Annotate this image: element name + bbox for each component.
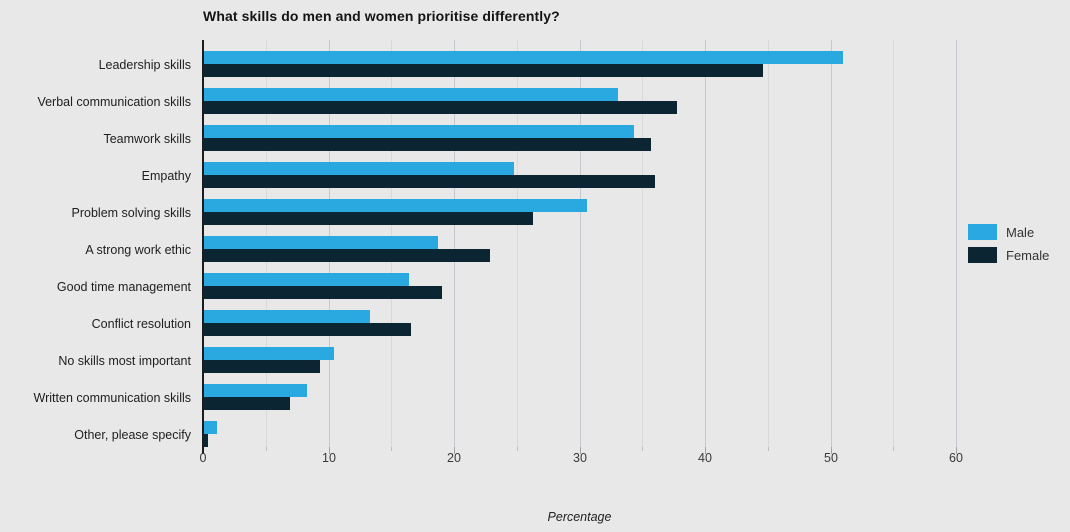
category-label: Leadership skills bbox=[98, 58, 191, 72]
bar-female-8 bbox=[203, 360, 320, 373]
bar-female-0 bbox=[203, 64, 763, 77]
category-label: Empathy bbox=[141, 169, 191, 183]
bar-female-4 bbox=[203, 212, 534, 225]
minor-gridline bbox=[517, 40, 518, 447]
category-label: Teamwork skills bbox=[103, 132, 191, 146]
category-label: Written communication skills bbox=[33, 391, 191, 405]
minor-gridline bbox=[768, 40, 769, 447]
major-gridline bbox=[705, 40, 706, 447]
legend: Male Female bbox=[968, 224, 1049, 270]
legend-label-female: Female bbox=[1006, 247, 1050, 263]
x-major-tick bbox=[580, 447, 581, 454]
x-major-tick bbox=[329, 447, 330, 454]
legend-item-male[interactable]: Male bbox=[968, 224, 1049, 240]
x-tick-label: 60 bbox=[949, 451, 963, 465]
x-tick-label: 50 bbox=[824, 451, 838, 465]
x-minor-tick bbox=[266, 447, 267, 451]
bar-female-5 bbox=[203, 249, 491, 262]
x-tick-label: 40 bbox=[698, 451, 712, 465]
bar-female-9 bbox=[203, 397, 290, 410]
legend-label-male: Male bbox=[1006, 224, 1035, 240]
major-gridline bbox=[831, 40, 832, 447]
plot-area bbox=[203, 40, 957, 447]
bar-male-10 bbox=[203, 421, 217, 434]
category-label: Other, please specify bbox=[74, 428, 191, 442]
minor-gridline bbox=[893, 40, 894, 447]
category-label: Good time management bbox=[56, 280, 191, 294]
x-minor-tick bbox=[893, 447, 894, 451]
bar-female-2 bbox=[203, 138, 651, 151]
bar-female-3 bbox=[203, 175, 655, 188]
bar-male-1 bbox=[203, 88, 619, 101]
x-minor-tick bbox=[517, 447, 518, 451]
x-tick-label: 10 bbox=[322, 451, 336, 465]
bar-male-4 bbox=[203, 199, 587, 212]
major-gridline bbox=[580, 40, 581, 447]
male-swatch-icon bbox=[968, 224, 997, 240]
bar-male-2 bbox=[203, 125, 634, 138]
category-label: Verbal communication skills bbox=[37, 95, 191, 109]
female-swatch-icon bbox=[968, 247, 997, 263]
x-major-tick bbox=[705, 447, 706, 454]
category-label: Conflict resolution bbox=[91, 317, 191, 331]
x-major-tick bbox=[831, 447, 832, 454]
bar-male-8 bbox=[203, 347, 334, 360]
bar-female-6 bbox=[203, 286, 442, 299]
major-gridline bbox=[454, 40, 455, 447]
category-label: A strong work ethic bbox=[85, 243, 191, 257]
bar-male-0 bbox=[203, 51, 844, 64]
x-axis-title: Percentage bbox=[547, 510, 612, 524]
bar-male-6 bbox=[203, 273, 409, 286]
x-minor-tick bbox=[768, 447, 769, 451]
legend-item-female[interactable]: Female bbox=[968, 247, 1049, 263]
x-minor-tick bbox=[642, 447, 643, 451]
y-axis-line bbox=[202, 40, 204, 454]
category-label: Problem solving skills bbox=[71, 206, 191, 220]
chart-title: What skills do men and women prioritise … bbox=[203, 8, 560, 24]
major-gridline bbox=[956, 40, 957, 447]
bar-female-1 bbox=[203, 101, 678, 114]
minor-gridline bbox=[642, 40, 643, 447]
bar-male-3 bbox=[203, 162, 515, 175]
bar-female-10 bbox=[203, 434, 208, 447]
bar-male-7 bbox=[203, 310, 370, 323]
x-major-tick bbox=[956, 447, 957, 454]
x-major-tick bbox=[454, 447, 455, 454]
category-axis: Leadership skills Verbal communication sk… bbox=[0, 40, 197, 447]
bar-male-5 bbox=[203, 236, 438, 249]
x-tick-label: 30 bbox=[573, 451, 587, 465]
category-label: No skills most important bbox=[58, 354, 191, 368]
bar-female-7 bbox=[203, 323, 412, 336]
x-minor-tick bbox=[391, 447, 392, 451]
bar-male-9 bbox=[203, 384, 308, 397]
x-tick-label: 20 bbox=[447, 451, 461, 465]
x-tick-label: 0 bbox=[199, 451, 207, 465]
